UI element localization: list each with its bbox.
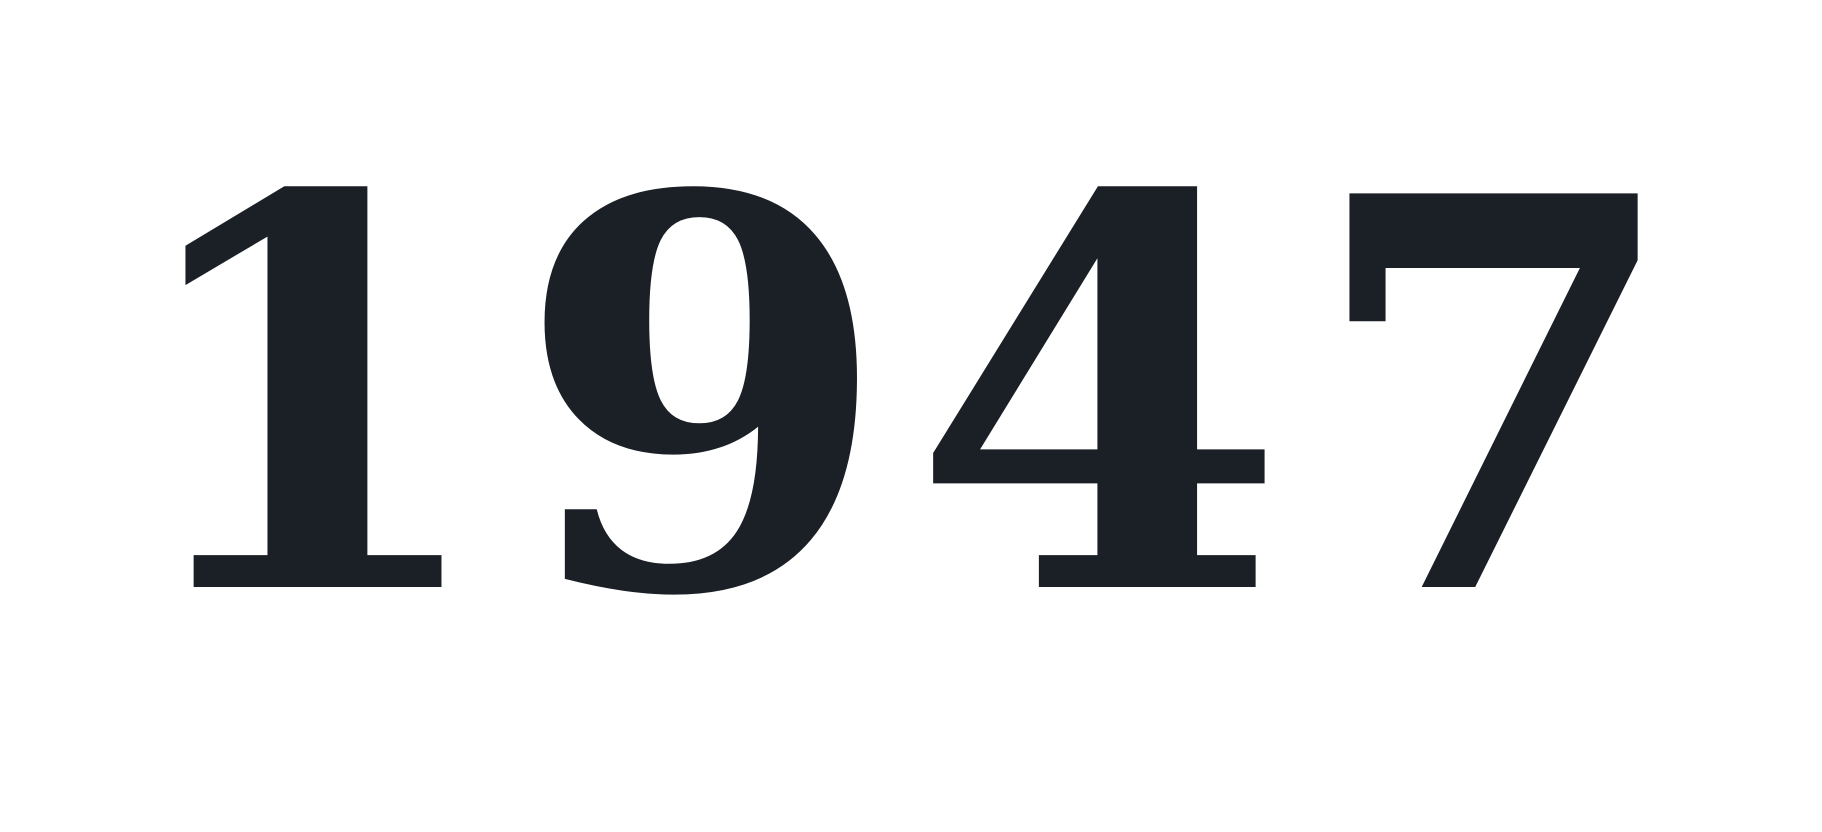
year-text: 1947 <box>119 81 1703 715</box>
